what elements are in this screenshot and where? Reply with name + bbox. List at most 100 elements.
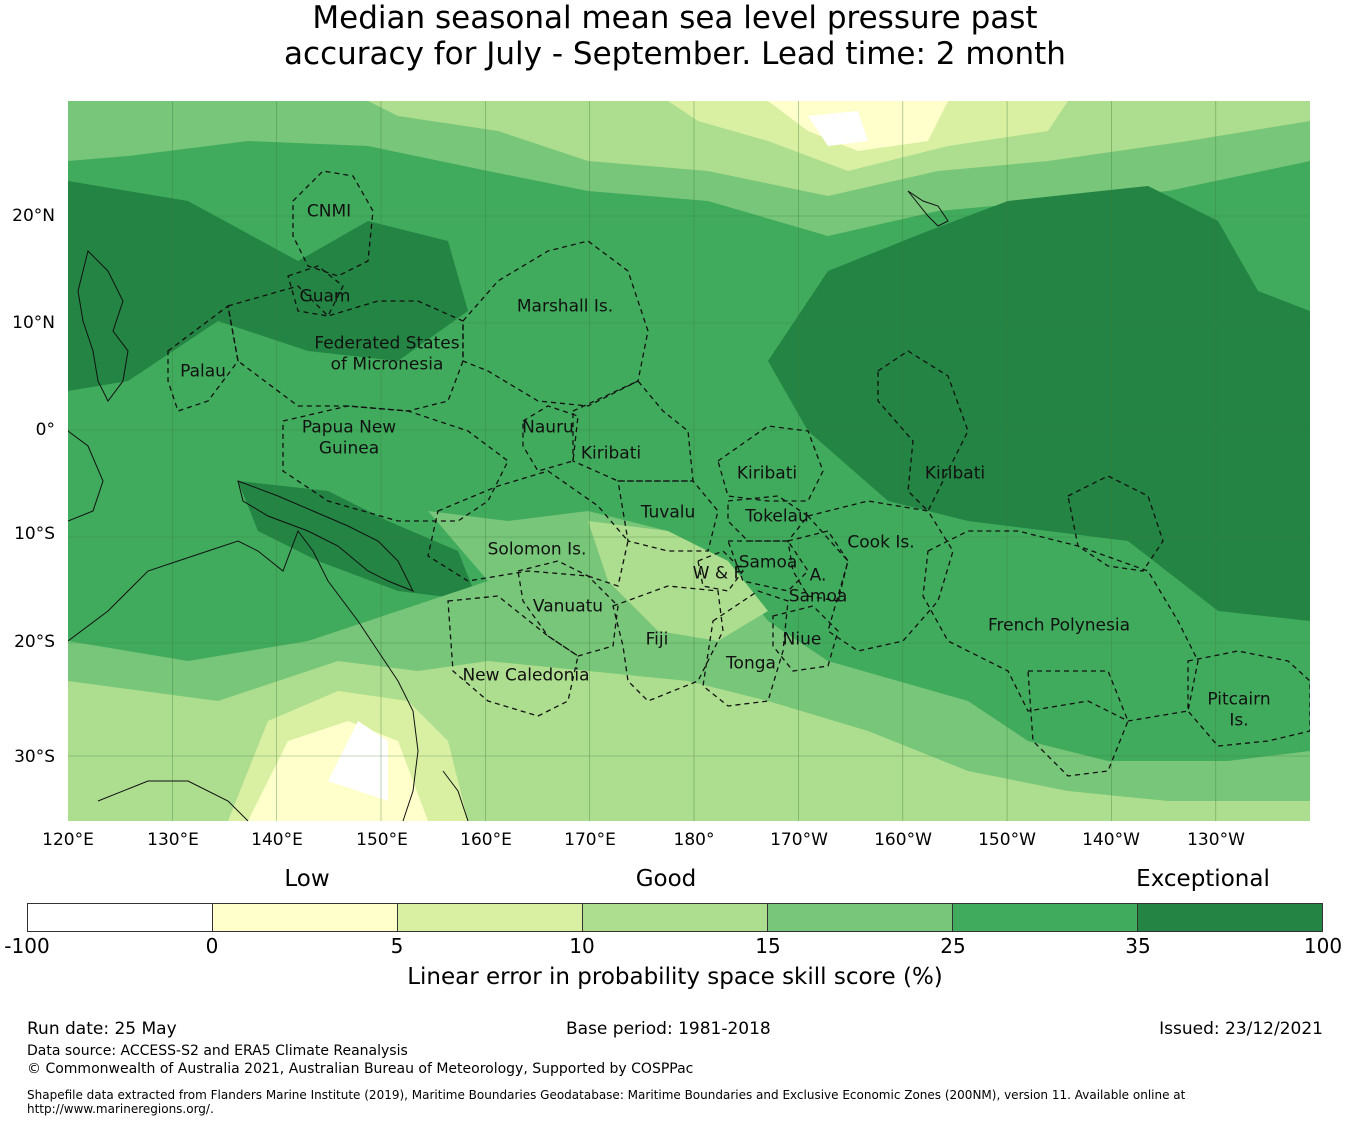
x-tick-label: 180° — [673, 830, 715, 850]
colorbar-segment — [28, 904, 213, 931]
x-tick-label: 170°E — [564, 830, 616, 850]
shapefile-credit-line2: http://www.marineregions.org/. — [27, 1102, 214, 1116]
eez-fiji — [612, 585, 724, 702]
label-marshall-is: Marshall Is. — [516, 296, 614, 317]
copyright: © Commonwealth of Australia 2021, Austra… — [27, 1061, 694, 1077]
label-fsm-line1: Federated States — [314, 333, 460, 354]
eez-french-polynesia-marquesas — [1067, 475, 1164, 572]
label-kiribati-east: Kiribati — [924, 463, 986, 484]
label-png-line1: Papua New — [301, 417, 397, 438]
label-fsm-line2: of Micronesia — [330, 354, 444, 375]
eez-marshall — [462, 240, 649, 407]
label-nauru: Nauru — [522, 417, 574, 438]
colorbar-tick: 5 — [390, 934, 404, 958]
y-tick-label: 10°N — [12, 313, 55, 333]
label-tonga: Tonga — [726, 653, 776, 674]
ne-dark-fill — [768, 186, 1310, 621]
label-tuvalu: Tuvalu — [640, 502, 696, 523]
eez-kiribati-line — [877, 350, 969, 513]
label-samoa: Samoa — [738, 552, 798, 573]
label-palau: Palau — [180, 361, 226, 382]
y-tick-label: 30°S — [14, 747, 55, 767]
new-guinea-coast — [237, 480, 415, 592]
x-tick-label: 120°E — [42, 830, 94, 850]
x-tick-label: 170°W — [770, 830, 828, 850]
colorbar-label: Linear error in probability space skill … — [407, 964, 943, 990]
base-period: Base period: 1981-2018 — [566, 1019, 771, 1039]
y-tick-label: 20°S — [14, 632, 55, 652]
label-pitcairn-line1: Pitcairn — [1207, 689, 1271, 710]
issued-date: Issued: 23/12/2021 — [1159, 1019, 1323, 1039]
colorbar-segment — [768, 904, 953, 931]
eez-boundaries — [167, 170, 1310, 777]
label-kiribati-west: Kiribati — [580, 443, 642, 464]
colorbar-segment — [953, 904, 1138, 931]
hawaii-coast — [907, 190, 949, 227]
x-tick-label: 160°E — [460, 830, 512, 850]
eez-cook — [806, 500, 954, 652]
colorbar-tick: 10 — [569, 934, 595, 958]
label-french-polynesia: French Polynesia — [988, 615, 1130, 636]
legend-category-exceptional: Exceptional — [1136, 866, 1270, 892]
australia-south-coast — [97, 780, 249, 821]
label-american-samoa-line2: Samoa — [788, 586, 848, 607]
mid-light-fill — [588, 521, 768, 641]
colorbar-segment — [583, 904, 768, 931]
x-tick-label: 130°W — [1187, 830, 1245, 850]
label-cnmi: CNMI — [306, 201, 352, 222]
north-white-fill — [808, 111, 868, 146]
png-dark-fill — [238, 481, 478, 601]
colorbar-segment — [398, 904, 583, 931]
eez-kiribati-gilbert — [572, 380, 694, 482]
eez-vanuatu — [517, 560, 619, 657]
eez-png — [282, 405, 509, 522]
eez-nauru — [522, 405, 579, 472]
x-tick-label: 150°W — [978, 830, 1036, 850]
legend-category-low: Low — [284, 866, 330, 892]
borneo-coast — [68, 430, 104, 522]
new-zealand-coast — [442, 770, 469, 821]
data-source: Data source: ACCESS-S2 and ERA5 Climate … — [27, 1043, 408, 1059]
legend-category-good: Good — [635, 866, 697, 892]
x-tick-label: 130°E — [147, 830, 199, 850]
eez-kiribati-phoenix — [717, 425, 824, 502]
label-vanuatu: Vanuatu — [532, 596, 604, 617]
australia-coast — [68, 529, 419, 821]
y-tick-label: 0° — [35, 420, 55, 440]
label-new-caledonia: New Caledonia — [462, 665, 590, 686]
y-tick-label: 20°N — [12, 206, 55, 226]
label-cook-is: Cook Is. — [847, 532, 915, 553]
x-tick-label: 150°E — [356, 830, 408, 850]
eez-french-polynesia — [922, 530, 1199, 722]
map-title: Median seasonal mean sea level pressure … — [0, 0, 1350, 72]
x-tick-label: 140°E — [251, 830, 303, 850]
philippines-coast — [77, 250, 129, 402]
eez-tonga — [702, 590, 789, 707]
eez-pitcairn — [1187, 650, 1310, 747]
eez-solomon — [427, 470, 629, 587]
title-line-2: accuracy for July - September. Lead time… — [284, 36, 1066, 72]
label-solomon-is: Solomon Is. — [487, 539, 587, 560]
label-pitcairn-line2: Is. — [1229, 710, 1249, 731]
eez-fsm — [227, 285, 464, 412]
x-tick-label: 160°W — [874, 830, 932, 850]
west-dark-fill — [68, 181, 468, 391]
colorbar-tick: 25 — [940, 934, 966, 958]
eez-samoa — [727, 540, 809, 592]
label-fiji: Fiji — [645, 629, 669, 650]
colorbar-tick: 15 — [755, 934, 781, 958]
x-tick-label: 140°W — [1082, 830, 1140, 850]
colorbar-tick: 0 — [205, 934, 219, 958]
label-png-line2: Guinea — [318, 438, 380, 459]
label-wallis-futuna: W & F — [692, 563, 744, 584]
coastlines — [68, 190, 949, 821]
label-niue: Niue — [782, 629, 822, 650]
colorbar-tick: 35 — [1125, 934, 1151, 958]
colorbar-segment — [213, 904, 398, 931]
run-date: Run date: 25 May — [27, 1019, 177, 1039]
label-guam: Guam — [299, 286, 351, 307]
label-american-samoa-line1: A. — [809, 565, 827, 586]
eez-cnmi — [292, 170, 374, 277]
eez-tuvalu — [617, 480, 719, 552]
label-kiribati-central: Kiribati — [736, 463, 798, 484]
